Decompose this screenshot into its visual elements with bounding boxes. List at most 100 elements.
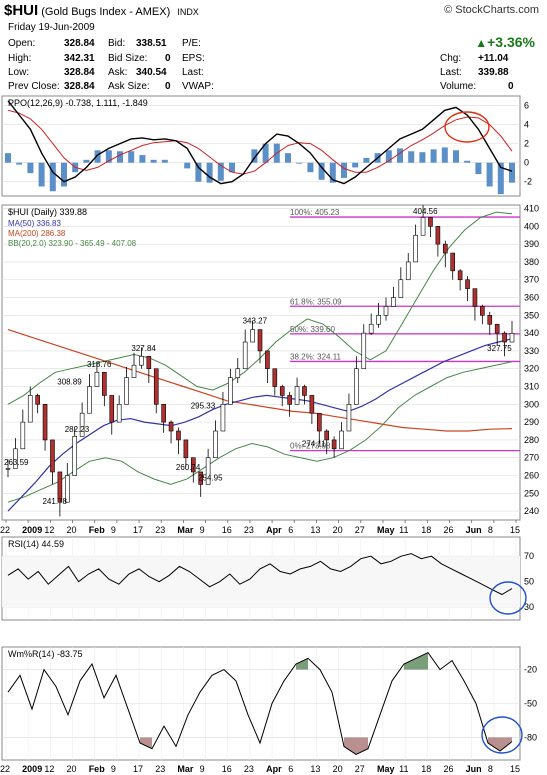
- ppo-histogram-bar: [117, 151, 123, 163]
- price-candle: [13, 448, 18, 469]
- ppo-histogram-bar: [105, 150, 112, 163]
- ppo-legend-title: PPO(12,26,9) -0.738, 1.111, -1.849: [8, 98, 148, 108]
- price-candle: [472, 288, 478, 307]
- fib-level-label: 0%: 273.98: [290, 442, 331, 451]
- ppo-histogram-bar: [497, 162, 504, 195]
- ppo-histogram-bar: [217, 162, 224, 181]
- fib-level-label: 38.2%: 324.11: [290, 352, 342, 361]
- price-candle: [176, 430, 181, 441]
- asksize-label: Ask Size:: [108, 81, 150, 92]
- price-candle: [302, 386, 307, 396]
- bid-value: 338.51: [136, 38, 167, 49]
- open-row: Open:: [8, 38, 35, 49]
- price-y-tick: 410: [524, 204, 539, 214]
- x-tick-label: 22: [0, 525, 10, 535]
- price-candle: [20, 421, 26, 450]
- x-tick-label: 26: [443, 525, 453, 535]
- price-candle: [242, 341, 248, 370]
- price-candle: [405, 261, 411, 281]
- price-annotation: 318.76: [87, 360, 112, 369]
- price-candle: [354, 368, 359, 405]
- pe-label: P/E:: [182, 38, 201, 49]
- ppo-histogram-bar: [329, 162, 336, 183]
- ppo-histogram-bar: [419, 152, 426, 163]
- rsi-y-tick: 70: [524, 551, 534, 561]
- ppo-histogram-bar: [363, 157, 370, 163]
- price-y-tick: 290: [524, 417, 539, 427]
- wmr-y-tick: -50: [524, 699, 537, 709]
- last2-label: Last:: [440, 67, 462, 78]
- ppo-y-tick: -2: [524, 177, 532, 187]
- ppo-histogram-bar: [408, 151, 415, 163]
- prev-label: Prev Close:: [8, 81, 60, 92]
- bidsize-value: 0: [165, 53, 171, 64]
- price-candle: [94, 371, 100, 387]
- price-y-tick: 320: [524, 364, 539, 374]
- ma200-line: [7, 329, 513, 432]
- ppo-histogram-bar: [453, 150, 459, 163]
- price-panel-border: [1, 204, 521, 521]
- x-tick-label: Apr: [266, 525, 282, 535]
- price-candle: [235, 368, 241, 378]
- ppo-histogram-bar: [475, 162, 482, 175]
- price-candle: [220, 404, 226, 432]
- wmr-y-tick: -80: [524, 732, 537, 742]
- x-tick-label: 20: [67, 525, 77, 535]
- price-annotation: 241.78: [42, 497, 67, 506]
- volume-value: 0: [508, 81, 514, 92]
- bollinger-lower: [7, 361, 513, 503]
- price-candle: [450, 252, 456, 272]
- price-candle: [287, 395, 292, 405]
- price-candle: [50, 439, 55, 473]
- price-candle: [316, 412, 322, 432]
- ppo-histogram-bar: [195, 162, 202, 182]
- price-candle: [64, 475, 70, 503]
- price-candle: [331, 439, 337, 450]
- bottom-x-tick-label: 23: [244, 764, 254, 774]
- price-candle: [272, 368, 278, 387]
- x-tick-label: Jun: [466, 525, 482, 535]
- x-tick-label: 13: [310, 525, 320, 535]
- ppo-histogram-bar: [307, 162, 314, 173]
- price-candle: [124, 377, 129, 405]
- wmr-legend-title: Wm%R(14) -83.75: [8, 649, 83, 659]
- price-candle: [309, 395, 315, 414]
- price-candle: [487, 315, 493, 325]
- price-candle: [27, 395, 33, 423]
- ppo-histogram-bar: [184, 162, 191, 169]
- ppo-histogram-bar: [16, 162, 23, 165]
- price-candle: [279, 386, 285, 396]
- wmr-overbought-fill: [404, 658, 416, 670]
- ppo-histogram-bar: [161, 159, 168, 163]
- price-candle: [480, 306, 485, 316]
- price-annotation: 404.56: [413, 207, 438, 216]
- x-tick-label: 16: [222, 525, 232, 535]
- ppo-histogram-bar: [464, 160, 471, 163]
- ppo-histogram-bar: [441, 147, 448, 163]
- prev-value: 328.84: [64, 81, 95, 92]
- ppo-histogram-bar: [83, 159, 90, 163]
- ppo-histogram-bar: [150, 159, 157, 163]
- ppo-histogram-bar: [296, 162, 303, 164]
- price-y-tick: 280: [524, 435, 539, 445]
- price-y-tick: 330: [524, 346, 539, 356]
- rsi-band: [2, 556, 520, 608]
- ppo-histogram-bar: [509, 162, 515, 183]
- open-value: 328.84: [64, 38, 95, 49]
- vwap-label: VWAP:: [182, 81, 214, 92]
- ppo-histogram-bar: [397, 148, 403, 163]
- bottom-x-tick-label: 11: [399, 764, 408, 774]
- x-tick-label: 23: [155, 525, 165, 535]
- price-candle: [376, 315, 381, 325]
- x-tick-label: 12: [44, 525, 54, 535]
- price-candle: [324, 430, 330, 441]
- price-candle: [72, 436, 78, 476]
- price-annotation: 308.89: [57, 378, 82, 387]
- bottom-x-tick-label: 26: [443, 764, 453, 774]
- price-candle: [5, 468, 11, 470]
- price-candle: [161, 404, 166, 423]
- price-legend-entry: MA(50) 336.83: [8, 219, 61, 228]
- bottom-x-tick-label: Jun: [466, 764, 482, 774]
- ppo-histogram-bar: [139, 155, 146, 163]
